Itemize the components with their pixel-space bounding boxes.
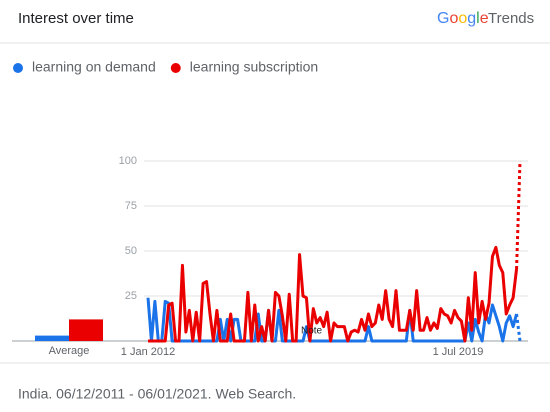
x-tick-label: 1 Jul 2019	[433, 346, 484, 358]
legend-label: learning on demand	[32, 59, 156, 75]
average-bar	[35, 335, 69, 341]
annotation: Note	[301, 326, 323, 337]
y-tick-label: 75	[125, 200, 137, 212]
y-tick-label: 100	[119, 155, 137, 167]
series-line	[146, 297, 519, 343]
legend-label: learning subscription	[190, 59, 318, 75]
product: Trends	[488, 10, 534, 27]
brand: Google	[437, 10, 489, 27]
y-tick-label: 50	[125, 245, 137, 257]
average-bar	[69, 319, 103, 341]
x-tick-label: 1 Jan 2012	[121, 346, 175, 358]
legend-marker	[170, 63, 181, 73]
average-label: Average	[49, 345, 90, 357]
legend-marker	[13, 63, 23, 73]
footer: India. 06/12/2011 - 06/01/2021. Web Sear…	[18, 386, 296, 402]
series-line	[148, 245, 519, 343]
y-tick-label: 25	[125, 290, 137, 302]
partial-line	[515, 160, 522, 270]
partial-line	[515, 313, 522, 342]
chart-title: Interest over time	[18, 10, 134, 27]
